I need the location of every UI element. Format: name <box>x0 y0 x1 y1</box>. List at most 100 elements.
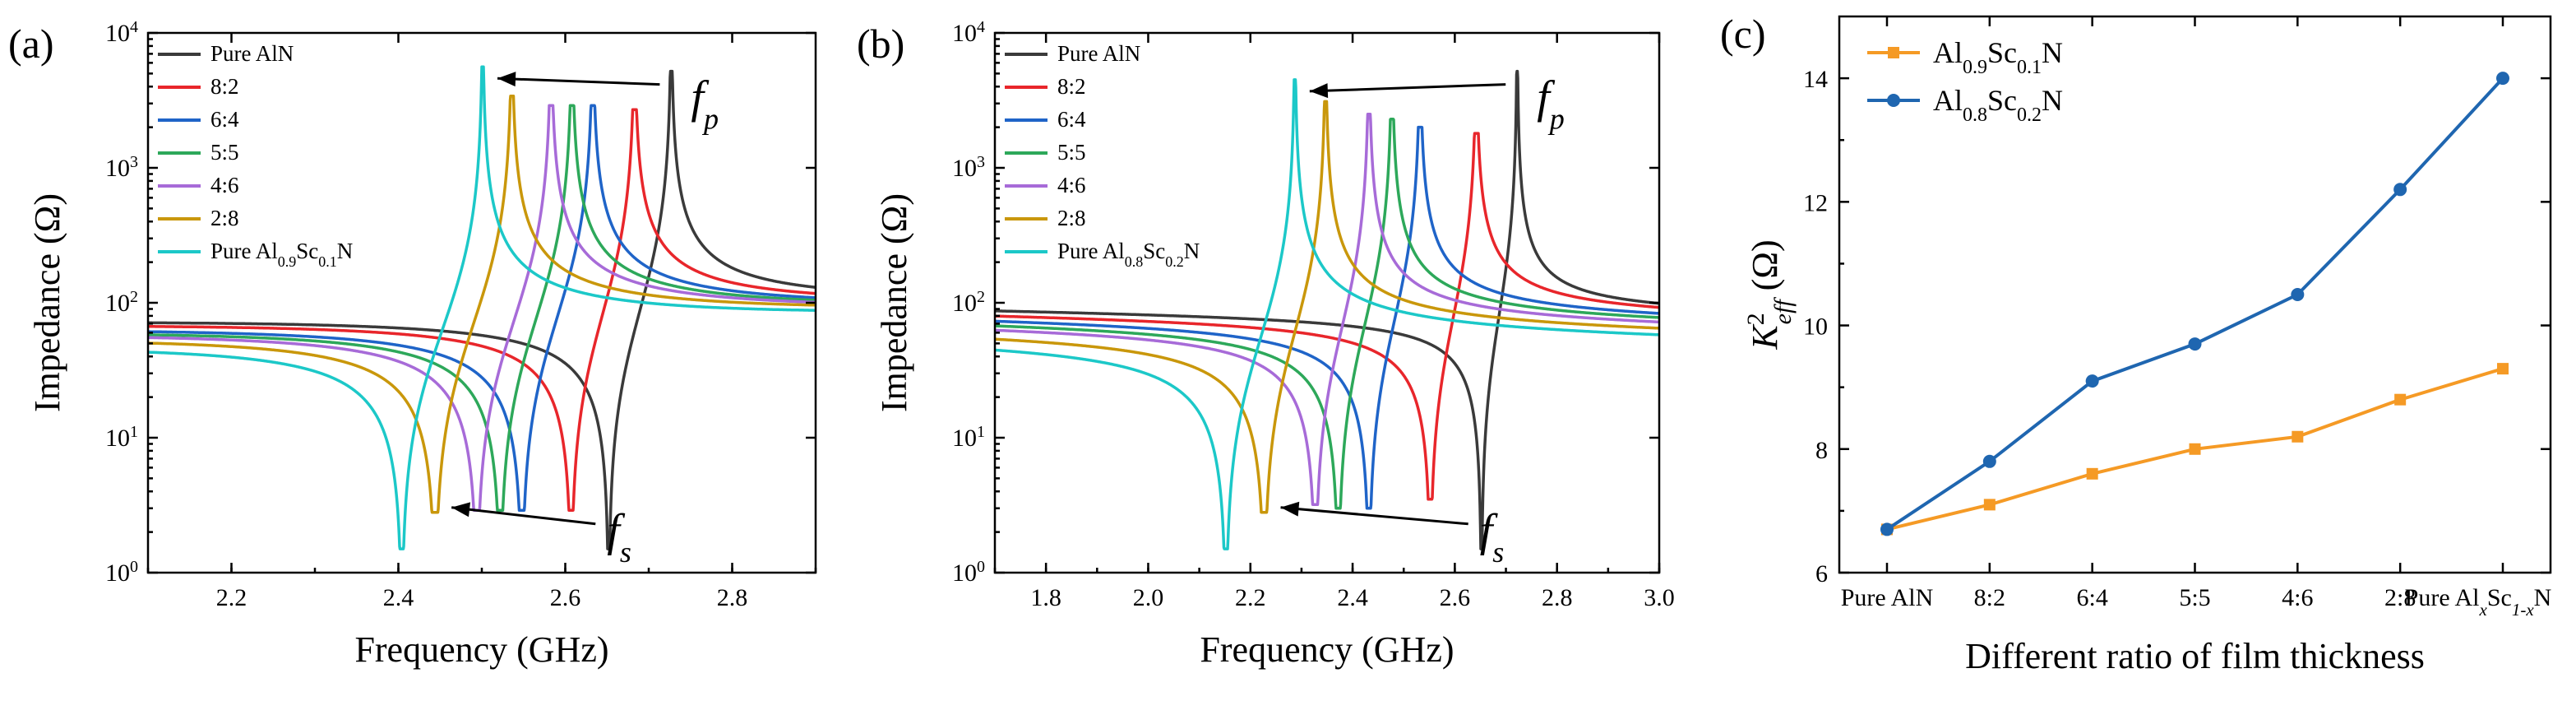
series-line-1 <box>995 69 1659 550</box>
y-axis-label: Impedance (Ω) <box>27 193 67 412</box>
y-tick-label: 101 <box>952 423 985 452</box>
formula-part: N <box>1184 239 1200 263</box>
data-point <box>2086 467 2098 480</box>
y-tick-base: 10 <box>952 559 977 587</box>
y-tick-label: 104 <box>952 18 985 47</box>
legend-entry: Pure AlN <box>1057 41 1140 66</box>
series-line-2 <box>995 132 1659 501</box>
formula-part: Pure Al <box>210 239 278 263</box>
y-tick-exp: 3 <box>977 153 985 171</box>
x-tick-label: 4:6 <box>2282 584 2313 611</box>
y-tick-base: 10 <box>105 290 130 317</box>
x-tick-label: 2.6 <box>1440 584 1471 611</box>
series-line-2 <box>148 108 816 512</box>
formula-part: N <box>2534 584 2552 611</box>
x-tick-label: 2.2 <box>216 584 247 611</box>
y-tick-exp: 3 <box>130 153 138 171</box>
fp-arrow-head <box>497 72 516 87</box>
y-tick-exp: 2 <box>130 288 138 306</box>
y-tick-base: 10 <box>105 559 130 587</box>
data-point <box>2496 72 2509 86</box>
formula-part: Sc <box>2487 584 2512 611</box>
legend-marker <box>1887 94 1900 107</box>
x-tick-label: Pure AlxSc1-xN <box>2405 584 2552 620</box>
y-tick-exp: 0 <box>977 558 985 576</box>
y-tick-exp: 1 <box>130 423 138 441</box>
formula-part: Sc <box>1987 84 2017 117</box>
y-tick-base: 10 <box>952 20 977 47</box>
fs-annotation: fs <box>1480 505 1505 569</box>
y-tick-label: 14 <box>1803 66 1828 93</box>
y-tick-base: 10 <box>105 155 130 182</box>
legend-entry: Pure AlN <box>210 41 294 66</box>
series-line-6 <box>995 100 1659 514</box>
fp-sub: p <box>701 103 719 136</box>
data-point <box>2292 430 2304 443</box>
formula-sub: 0.8 <box>1963 104 1987 126</box>
fp-annotation: fp <box>691 72 719 136</box>
x-axis-label: Frequency (GHz) <box>1200 629 1454 670</box>
fs-sub: s <box>1492 536 1504 569</box>
curves <box>995 69 1659 550</box>
y-tick-label: 10 <box>1803 313 1828 341</box>
y-tick-base: 10 <box>952 425 977 452</box>
x-tick-label: 2.6 <box>550 584 581 611</box>
fp-arrow-shaft <box>497 77 660 86</box>
ylabel-unit: (Ω) <box>1745 239 1785 299</box>
y-tick-label: 102 <box>952 288 985 317</box>
formula-sub: 0.2 <box>1165 253 1184 270</box>
fp-arrow <box>1309 83 1506 99</box>
x-axis-label: Frequency (GHz) <box>354 629 608 670</box>
y-tick-label: 104 <box>105 18 138 47</box>
panel-label: (c) <box>1720 11 1766 57</box>
y-tick-base: 10 <box>952 155 977 182</box>
formula-part: N <box>337 239 354 263</box>
legend-entry: 6:4 <box>1057 107 1086 132</box>
y-axis-label: K2eff (Ω) <box>1742 239 1797 350</box>
formula-part: Pure Al <box>2405 584 2480 611</box>
legend-entry: 2:8 <box>1057 206 1086 230</box>
x-tick-label: 2.4 <box>1337 584 1368 611</box>
fs-sub: s <box>620 536 631 569</box>
fs-arrow <box>1280 501 1468 526</box>
series-line-7 <box>148 65 816 550</box>
formula-sub: 0.1 <box>2017 57 2042 78</box>
legend-entry: 2:8 <box>210 206 239 230</box>
fs-arrow-head <box>1280 501 1300 517</box>
series-line-4 <box>148 104 816 512</box>
series-line-3 <box>148 104 816 512</box>
formula-part: Pure Al <box>1057 239 1125 263</box>
y-tick-label: 102 <box>105 288 138 317</box>
series-line-7 <box>995 78 1659 550</box>
x-tick-label: 8:2 <box>1974 584 2005 611</box>
y-tick-label: 6 <box>1815 560 1828 587</box>
data-point <box>2189 443 2201 455</box>
formula-part: Sc <box>296 239 318 263</box>
legend-entry: 8:2 <box>210 74 239 99</box>
ylabel-sub: eff <box>1769 297 1797 325</box>
y-tick-base: 10 <box>952 290 977 317</box>
series-line-5 <box>995 112 1659 506</box>
formula-part: Al <box>1933 84 1963 117</box>
y-axis-label: Impedance (Ω) <box>874 193 914 412</box>
fp-arrow-shaft <box>1309 83 1506 93</box>
formula-sub: 0.9 <box>1963 57 1987 78</box>
y-tick-exp: 1 <box>977 423 985 441</box>
data-point <box>2393 183 2407 197</box>
x-tick-label: 2.8 <box>717 584 748 611</box>
formula-part: N <box>2042 84 2063 117</box>
x-tick-label: 2:8 <box>2384 584 2416 611</box>
x-tick-label: 2.8 <box>1542 584 1573 611</box>
data-point <box>2188 337 2202 351</box>
y-tick-label: 103 <box>952 153 985 182</box>
curves <box>148 65 816 550</box>
x-tick-label: 3.0 <box>1644 584 1675 611</box>
fs-arrow <box>451 502 596 526</box>
formula-sub: 0.1 <box>318 253 337 270</box>
data-point <box>2291 288 2305 301</box>
formula-part: Sc <box>1143 239 1165 263</box>
y-tick-label: 100 <box>952 558 985 587</box>
formula-part: Al <box>1933 36 1963 69</box>
y-tick-exp: 2 <box>977 288 985 306</box>
